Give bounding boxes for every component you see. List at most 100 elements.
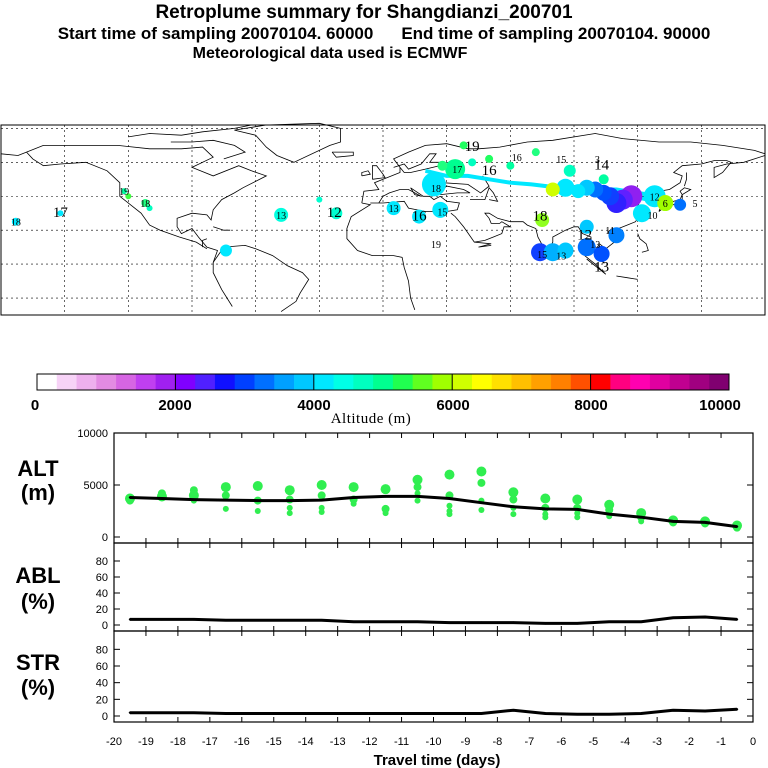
alt-scatter-point bbox=[572, 494, 583, 505]
abl-line-point bbox=[448, 621, 451, 624]
coastline-segment bbox=[212, 244, 310, 312]
plume-day-label: 16 bbox=[512, 153, 522, 164]
abl-line-point bbox=[288, 619, 291, 622]
alt-line-point bbox=[576, 508, 579, 511]
x-tick-label: -14 bbox=[298, 736, 314, 748]
plume-day-label: 19 bbox=[465, 139, 480, 155]
str-line-point bbox=[384, 712, 387, 715]
abl-line-point bbox=[608, 620, 611, 623]
alt-line-point bbox=[671, 520, 675, 523]
alt-panel: 0 5000 10000 bbox=[77, 428, 754, 544]
alt-scatter-point bbox=[574, 510, 581, 517]
alt-line-point bbox=[160, 497, 164, 500]
colorbar-swatch bbox=[392, 374, 414, 390]
met-data-text: Meteorological data used is ECMWF bbox=[192, 45, 468, 62]
alt-scatter-point bbox=[252, 481, 263, 492]
colorbar-swatch bbox=[155, 374, 176, 390]
str-line-point bbox=[416, 712, 419, 715]
str-line-point bbox=[128, 711, 132, 714]
str-line-point bbox=[639, 712, 643, 715]
plume-day-label: 6 bbox=[663, 199, 668, 210]
plume-day-label: 15 bbox=[556, 155, 566, 166]
alt-scatter-point bbox=[414, 497, 421, 504]
plume-day-label: 3 bbox=[595, 155, 600, 166]
plume-trajectory bbox=[11, 141, 687, 262]
y-tick-label: 5000 bbox=[84, 480, 108, 492]
str-panel: 0 20 40 60 80 bbox=[96, 630, 754, 723]
plume-particle bbox=[125, 193, 132, 200]
x-tick-label: -3 bbox=[652, 736, 662, 748]
str-line-point bbox=[160, 711, 164, 714]
plume-day-label: 18 bbox=[431, 184, 441, 195]
colorbar-swatch bbox=[234, 374, 255, 390]
coastline-segment bbox=[372, 165, 386, 180]
alt-line-point bbox=[608, 512, 611, 516]
alt-scatter-point bbox=[542, 514, 549, 521]
coastline-segment bbox=[213, 226, 231, 231]
alt-scatter-point bbox=[510, 511, 517, 518]
x-tick-label: -20 bbox=[106, 736, 122, 748]
plume-day-label: 12 bbox=[650, 192, 660, 203]
coastline-segment bbox=[234, 122, 341, 163]
colorbar-swatch bbox=[649, 374, 671, 390]
alt-scatter-point bbox=[286, 504, 293, 511]
coastline-segment bbox=[474, 155, 766, 264]
abl-panel: 0 20 40 60 80 bbox=[96, 542, 754, 632]
alt-scatter-point bbox=[220, 482, 231, 493]
alt-scatter-point bbox=[221, 491, 230, 500]
str-line-point bbox=[352, 712, 355, 715]
abl-line-point bbox=[224, 619, 228, 622]
plume-day-label: 19 bbox=[119, 187, 129, 198]
abl-line-point bbox=[384, 620, 387, 623]
alt-line-point bbox=[416, 495, 419, 498]
coastline-segment bbox=[684, 172, 687, 187]
colorbar-swatch bbox=[531, 374, 552, 390]
alt-scatter-point bbox=[317, 491, 326, 500]
y-tick-label: 60 bbox=[96, 661, 108, 673]
colorbar-swatch bbox=[254, 374, 275, 390]
plume-particle bbox=[421, 172, 446, 197]
coastline-segment bbox=[361, 170, 371, 177]
plume-day-label: 19 bbox=[431, 240, 441, 251]
str-line-point bbox=[735, 708, 739, 711]
colorbar-swatch bbox=[452, 374, 473, 390]
alt-scatter-point bbox=[318, 509, 325, 516]
colorbar-swatch bbox=[373, 374, 394, 390]
alt-line-point bbox=[384, 495, 387, 498]
y-tick-label: 60 bbox=[96, 572, 108, 584]
colorbar-swatch bbox=[274, 374, 295, 390]
alt-scatter-point bbox=[446, 511, 453, 518]
alt-scatter-point bbox=[638, 518, 645, 525]
alt-scatter-point bbox=[286, 510, 293, 517]
plume-particle bbox=[316, 196, 323, 203]
plume-particle bbox=[141, 199, 150, 208]
x-tick-label: -18 bbox=[170, 736, 186, 748]
plume-particle bbox=[598, 174, 609, 185]
plume-day-label: 12 bbox=[577, 227, 592, 243]
plume-day-label: 15 bbox=[537, 250, 547, 261]
colorbar-tick-0: 0 bbox=[31, 397, 39, 414]
alt-scatter-point bbox=[412, 474, 423, 485]
plume-day-label: 10 bbox=[648, 211, 658, 222]
plume-day-label: 13 bbox=[389, 204, 399, 215]
abl-mean-line bbox=[130, 615, 738, 625]
y-tick-label: 0 bbox=[102, 711, 108, 723]
plume-particle bbox=[412, 209, 427, 224]
alt-scatter-point bbox=[508, 487, 519, 498]
coastlines bbox=[0, 122, 766, 312]
abl-line-point bbox=[576, 622, 579, 625]
x-tick-label: -7 bbox=[524, 736, 534, 748]
colorbar-swatch bbox=[709, 374, 730, 390]
alt-line-point bbox=[288, 499, 291, 502]
abl-line-point bbox=[160, 618, 164, 621]
alt-scatter-point bbox=[476, 466, 487, 477]
plume-particle bbox=[437, 160, 448, 171]
colorbar-swatch bbox=[610, 374, 631, 390]
str-panel-unit: (%) bbox=[21, 675, 55, 700]
colorbar-tick-2000: 2000 bbox=[158, 397, 191, 414]
plume-particle bbox=[632, 204, 651, 223]
coastline-segment bbox=[616, 275, 638, 280]
y-tick-label: 10000 bbox=[77, 428, 108, 440]
abl-line-point bbox=[703, 615, 707, 619]
